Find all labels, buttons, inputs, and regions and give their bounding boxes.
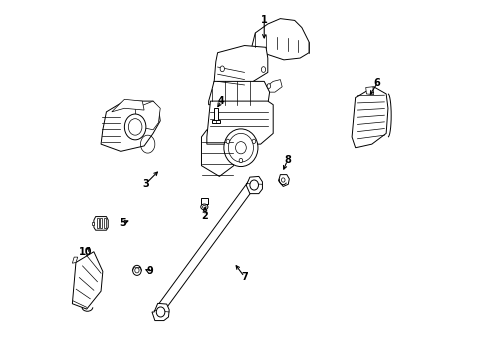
Ellipse shape: [201, 204, 207, 210]
Ellipse shape: [228, 134, 253, 162]
Text: 9: 9: [146, 266, 153, 276]
Ellipse shape: [261, 67, 265, 72]
Polygon shape: [246, 176, 262, 194]
Ellipse shape: [239, 158, 242, 163]
Polygon shape: [211, 120, 220, 123]
Text: 4: 4: [217, 96, 224, 106]
Text: 6: 6: [373, 78, 380, 88]
Ellipse shape: [281, 178, 285, 182]
Polygon shape: [92, 222, 94, 225]
Polygon shape: [152, 303, 169, 320]
Text: 3: 3: [142, 179, 149, 189]
Ellipse shape: [220, 66, 224, 72]
Polygon shape: [157, 179, 256, 312]
Polygon shape: [94, 217, 108, 230]
Text: 5: 5: [119, 218, 126, 228]
Ellipse shape: [235, 141, 246, 154]
Polygon shape: [104, 219, 106, 228]
Polygon shape: [214, 45, 267, 92]
Ellipse shape: [156, 307, 164, 317]
Polygon shape: [112, 99, 144, 112]
Ellipse shape: [124, 114, 145, 140]
Text: 2: 2: [201, 211, 208, 221]
Polygon shape: [101, 101, 160, 151]
Ellipse shape: [252, 139, 255, 144]
Polygon shape: [135, 101, 160, 130]
Polygon shape: [265, 80, 282, 92]
Polygon shape: [201, 198, 207, 204]
Text: 7: 7: [241, 272, 247, 282]
Text: 8: 8: [284, 155, 290, 165]
Ellipse shape: [266, 84, 270, 88]
Ellipse shape: [249, 180, 258, 190]
Polygon shape: [214, 108, 217, 121]
Ellipse shape: [225, 139, 229, 144]
Text: 10: 10: [79, 247, 93, 257]
Polygon shape: [100, 219, 102, 228]
Ellipse shape: [135, 268, 139, 273]
Polygon shape: [72, 257, 78, 263]
Ellipse shape: [128, 119, 142, 135]
Polygon shape: [97, 219, 99, 228]
Polygon shape: [278, 175, 289, 186]
Ellipse shape: [202, 206, 206, 208]
Ellipse shape: [224, 129, 258, 167]
Ellipse shape: [132, 265, 141, 275]
Polygon shape: [208, 81, 269, 105]
Polygon shape: [206, 101, 273, 144]
Polygon shape: [251, 19, 308, 60]
Polygon shape: [72, 252, 102, 309]
Polygon shape: [365, 87, 373, 95]
Text: 1: 1: [260, 15, 267, 26]
Polygon shape: [351, 87, 387, 148]
Polygon shape: [201, 130, 233, 176]
